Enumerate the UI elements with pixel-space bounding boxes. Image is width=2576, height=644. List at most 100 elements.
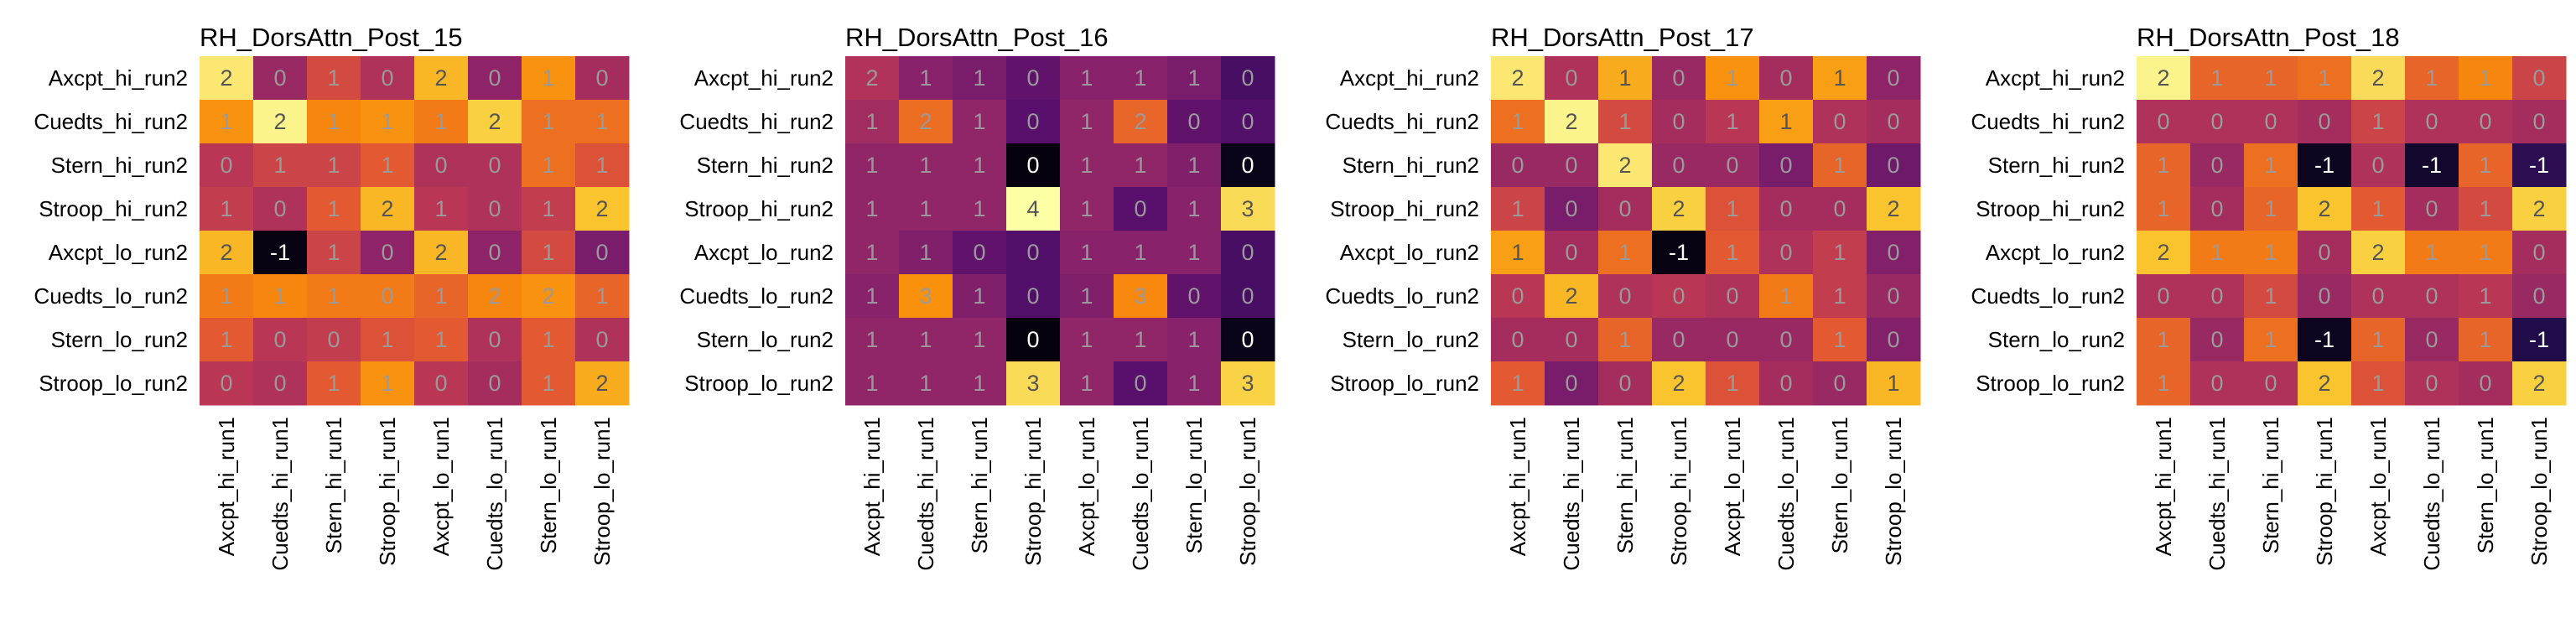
heatmap-cell: [1759, 274, 1814, 319]
cell-value-label: 1: [273, 283, 286, 309]
heatmap-cell: [575, 231, 630, 275]
cell-value-label: 1: [595, 109, 608, 134]
cell-value-label: 2: [1565, 109, 1577, 134]
cell-value-label: 1: [220, 327, 232, 352]
cell-value-label: 2: [2157, 240, 2169, 265]
cell-value-label: 1: [2157, 196, 2169, 221]
heatmap-cell: [1598, 361, 1653, 406]
heatmap-cell: [1060, 318, 1114, 362]
heatmap-cell: [307, 231, 361, 275]
heatmap-cell: [1867, 231, 1921, 275]
heatmap-cell: [1867, 361, 1921, 406]
heatmap-cell: [1545, 274, 1599, 319]
y-tick-label: Stern_hi_run2: [697, 153, 834, 178]
heatmap-cell: [1221, 100, 1275, 144]
cell-value-label: 0: [488, 371, 501, 396]
heatmap-cell: [2190, 187, 2245, 231]
y-tick-label: Cuedts_lo_run2: [1971, 283, 2125, 309]
heatmap-cell: [1813, 361, 1867, 406]
y-tick-label: Stroop_lo_run2: [39, 371, 188, 396]
cell-value-label: 0: [381, 240, 393, 265]
heatmap-cell: [1706, 143, 1760, 188]
heatmap-cell: [1060, 187, 1114, 231]
cell-value-label: 0: [1833, 196, 1846, 221]
heatmap-cell: [253, 100, 308, 144]
x-tick-label: Axcpt_lo_run1: [428, 417, 454, 556]
x-tick-label: Axcpt_hi_run1: [860, 417, 885, 556]
heatmap-cell: [2137, 231, 2191, 275]
cell-value-label: 1: [865, 371, 878, 396]
cell-value-label: -1: [2314, 153, 2334, 178]
cell-value-label: 1: [1187, 196, 1200, 221]
heatmap-cell: [468, 100, 522, 144]
heatmap-cell: [2137, 100, 2191, 144]
cell-value-label: 0: [1565, 65, 1577, 91]
cell-value-label: 0: [273, 371, 286, 396]
cell-value-label: 2: [542, 283, 554, 309]
cell-value-label: 1: [1187, 327, 1200, 352]
heatmap-cell: [253, 143, 308, 188]
y-tick-label: Cuedts_hi_run2: [34, 109, 188, 134]
heatmap-cell: [1545, 143, 1599, 188]
heatmap-cell: [1114, 143, 1168, 188]
cell-value-label: 1: [542, 109, 554, 134]
cell-value-label: 2: [2532, 371, 2545, 396]
heatmap-cell: [414, 100, 469, 144]
heatmap-cell: [253, 231, 308, 275]
cell-value-label: 0: [1779, 327, 1792, 352]
cell-value-label: 0: [2210, 327, 2223, 352]
y-tick-label: Stern_hi_run2: [1988, 153, 2125, 178]
x-tick-label: Stern_lo_run1: [2473, 417, 2498, 553]
x-tick-label: Stroop_lo_run1: [1235, 417, 1260, 566]
cell-value-label: 1: [865, 153, 878, 178]
cell-value-label: 1: [1726, 109, 1738, 134]
cell-value-label: 1: [381, 109, 393, 134]
cell-value-label: 2: [2318, 196, 2330, 221]
heatmap-cell: [2405, 231, 2459, 275]
heatmap-cell: [307, 56, 361, 101]
heatmap-cell: [1006, 143, 1061, 188]
heatmap-cell: [2351, 56, 2406, 101]
cell-value-label: 0: [1887, 327, 1899, 352]
x-tick-label: Cuedts_hi_run1: [1559, 417, 1584, 571]
heatmap-cell: [2512, 187, 2567, 231]
cell-value-label: 1: [973, 109, 985, 134]
heatmap-cell: [845, 143, 900, 188]
cell-value-label: 1: [327, 109, 340, 134]
cell-value-label: 2: [434, 65, 447, 91]
heatmap-cell: [1491, 231, 1545, 275]
heatmap-cell: [1652, 231, 1706, 275]
y-tick-label: Axcpt_hi_run2: [694, 65, 834, 91]
cell-value-label: -1: [2529, 153, 2549, 178]
x-tick-label: Axcpt_hi_run1: [214, 417, 239, 556]
cell-value-label: 1: [1833, 283, 1846, 309]
cell-value-label: 1: [973, 153, 985, 178]
cell-value-label: 0: [1026, 327, 1039, 352]
cell-value-label: 1: [919, 371, 932, 396]
cell-value-label: 0: [1887, 65, 1899, 91]
cell-value-label: 0: [1726, 327, 1738, 352]
heatmap-cell: [200, 231, 254, 275]
cell-value-label: 1: [1726, 240, 1738, 265]
y-tick-label: Axcpt_lo_run2: [1340, 240, 1479, 265]
heatmap-cell: [361, 274, 415, 319]
heatmap-cell: [953, 56, 1007, 101]
cell-value-label: 1: [1833, 327, 1846, 352]
cell-value-label: 1: [919, 65, 932, 91]
y-tick-label: Cuedts_lo_run2: [34, 283, 188, 309]
heatmap-cell: [2137, 274, 2191, 319]
heatmap-cell: [1652, 143, 1706, 188]
heatmap-cell: [845, 361, 900, 406]
cell-value-label: 1: [1618, 65, 1631, 91]
cell-value-label: 2: [865, 65, 878, 91]
x-tick-label: Stern_hi_run1: [967, 417, 992, 553]
cell-value-label: 1: [2425, 65, 2438, 91]
cell-value-label: 1: [1833, 240, 1846, 265]
cell-value-label: 1: [542, 196, 554, 221]
cell-value-label: 1: [542, 65, 554, 91]
heatmap-cell: [2244, 318, 2298, 362]
cell-value-label: 1: [2479, 283, 2491, 309]
cell-value-label: 1: [2264, 327, 2277, 352]
heatmap-cell: [468, 143, 522, 188]
heatmap-cell: [2405, 187, 2459, 231]
